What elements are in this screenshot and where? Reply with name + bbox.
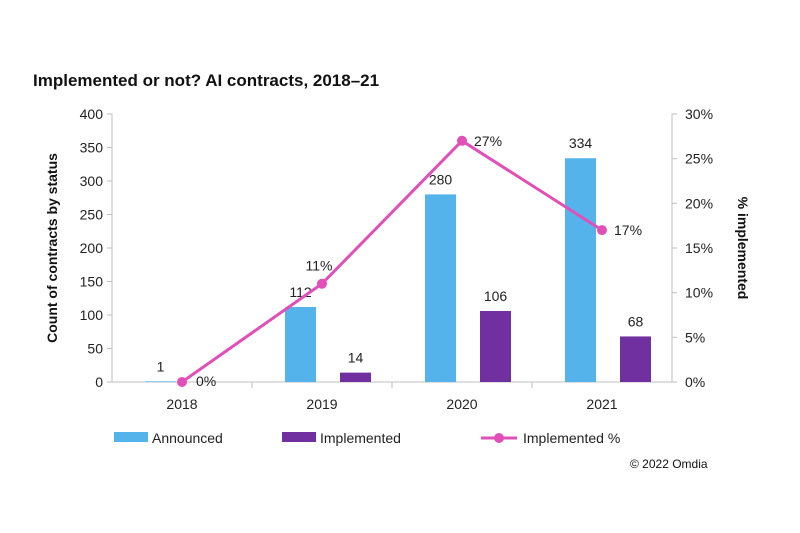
y-tick-label-right: 10% <box>685 285 713 301</box>
y-tick-label-left: 100 <box>80 307 104 323</box>
y-tick-label-left: 400 <box>80 106 104 122</box>
implemented-pct-data-label: 27% <box>474 133 502 149</box>
y-tick-label-left: 150 <box>80 274 104 290</box>
announced-bar <box>425 194 456 382</box>
legend-label-implemented: Implemented <box>320 430 401 446</box>
copyright-credit: © 2022 Omdia <box>630 457 708 471</box>
implemented-pct-line <box>181 139 603 384</box>
implemented-data-label: 106 <box>484 288 508 304</box>
announced-data-label: 1 <box>157 358 165 374</box>
y-tick-label-right: 15% <box>685 240 713 256</box>
implemented-bar <box>620 336 651 382</box>
legend-swatch-implemented <box>282 432 316 442</box>
implemented-pct-data-label: 11% <box>306 258 333 274</box>
y-tick-label-right: 5% <box>685 329 705 345</box>
implemented-data-label: 14 <box>348 350 364 366</box>
implemented-pct-marker <box>457 135 467 146</box>
announced-data-label: 280 <box>429 171 453 187</box>
announced-bar <box>145 381 176 382</box>
announced-bar <box>285 306 316 382</box>
legend-label-announced: Announced <box>152 430 223 446</box>
y-tick-label-right: 30% <box>685 106 713 122</box>
legend-swatch-announced <box>114 432 148 442</box>
implemented-data-label: 68 <box>628 313 644 329</box>
x-tick-label: 2019 <box>306 396 337 412</box>
legend-label-implemented-pct: Implemented % <box>523 430 620 446</box>
y-tick-label-left: 300 <box>80 173 104 189</box>
legend-marker-implemented-pct <box>494 433 504 443</box>
y-tick-label-right: 0% <box>685 374 705 390</box>
y-tick-label-left: 0 <box>95 374 103 390</box>
y-tick-label-left: 200 <box>80 240 104 256</box>
implemented-bar <box>340 372 371 382</box>
x-tick-label: 2021 <box>586 396 617 412</box>
implemented-pct-marker <box>317 278 327 289</box>
implemented-pct-data-label: 17% <box>614 222 642 238</box>
y-tick-label-left: 50 <box>87 341 103 357</box>
implemented-pct-data-label: 0% <box>196 373 216 389</box>
y-tick-label-right: 20% <box>685 195 713 211</box>
y-axis-title-right: % implemented <box>735 197 751 300</box>
implemented-bar <box>480 310 511 382</box>
chart-title: Implemented or not? AI contracts, 2018–2… <box>33 71 380 90</box>
y-axis-title-left: Count of contracts by status <box>44 153 60 343</box>
x-tick-label: 2018 <box>166 396 197 412</box>
implemented-pct-marker <box>597 225 607 236</box>
y-tick-label-left: 350 <box>80 140 104 156</box>
y-tick-label-right: 25% <box>685 151 713 167</box>
y-tick-label-left: 250 <box>80 207 104 223</box>
implemented-pct-marker <box>177 377 187 387</box>
x-tick-label: 2020 <box>446 396 477 412</box>
announced-data-label: 334 <box>569 135 593 151</box>
announced-bar <box>565 158 596 382</box>
